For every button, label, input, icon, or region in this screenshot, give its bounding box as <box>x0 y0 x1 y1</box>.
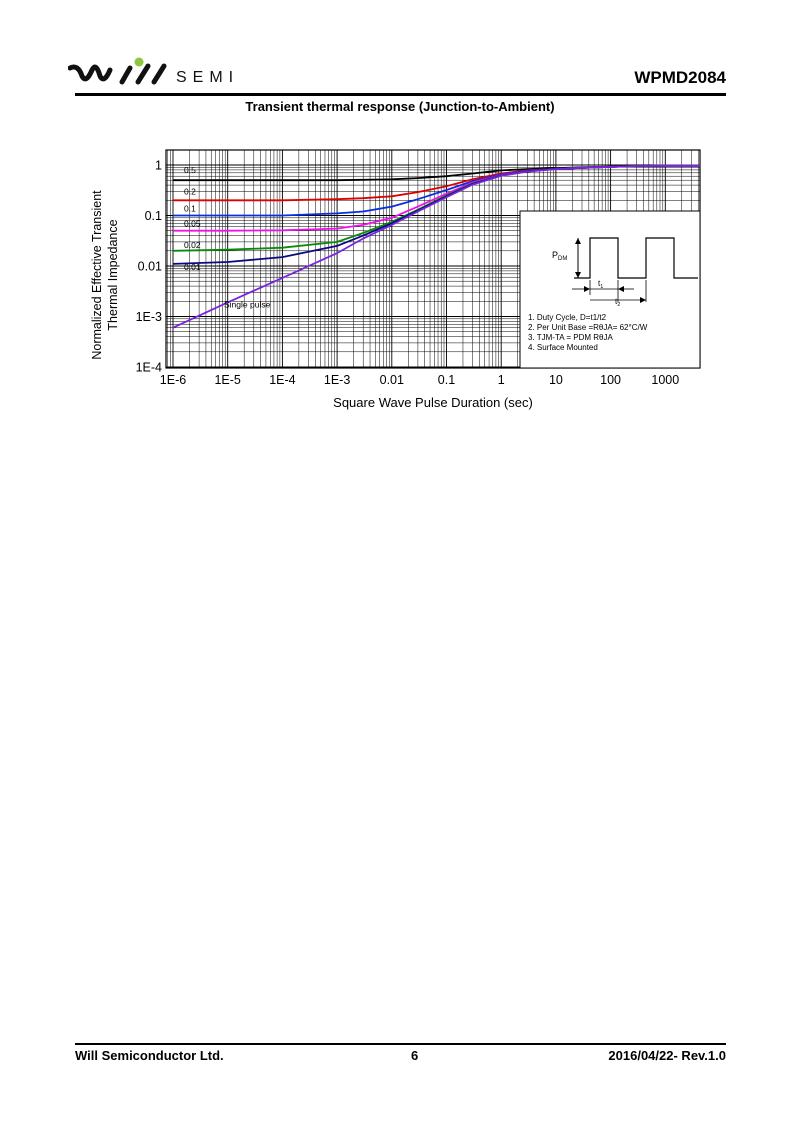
y-tick-label-0: 1 <box>155 159 162 173</box>
thermal-response-chart: 0.5 0.2 0.1 0.05 0.02 0.01 Single pulse PDM t1… <box>90 149 701 410</box>
brand-word: SEMI <box>176 69 240 86</box>
series-label-4: 0.02 <box>184 240 201 250</box>
inset-box <box>519 210 701 369</box>
t1-label: t1 <box>598 279 603 290</box>
pdm-label: PDM <box>552 250 567 262</box>
x-tick-label-2: 1E-4 <box>269 373 295 387</box>
t2-arrow-head-left <box>618 286 624 292</box>
pdm-arrow-head-down <box>575 272 581 278</box>
series-line-6 <box>172 164 700 329</box>
footer-rule <box>75 1043 726 1045</box>
series-label-1: 0.2 <box>184 186 196 196</box>
inset-note-4: 4. Surface Mounted <box>528 343 598 352</box>
logo-dot <box>134 57 144 67</box>
x-tick-label-4: 0.01 <box>380 373 404 387</box>
series-label-3: 0.05 <box>184 219 201 229</box>
series-layer <box>172 164 700 329</box>
duty-cycle-inset: PDM t1 t2 1. Duty Cycle, D=t1/t2 2. Per … <box>519 210 701 369</box>
x-tick-label-0: 1E-6 <box>160 373 186 387</box>
logo-w-mark <box>68 64 113 82</box>
series-line-2 <box>173 164 700 217</box>
x-tick-label-9: 1000 <box>651 373 679 387</box>
chart-title: Transient thermal response (Junction-to-… <box>245 99 555 114</box>
footer-company: Will Semiconductor Ltd. <box>75 1048 224 1063</box>
y-tick-label-3: 1E-3 <box>136 310 162 324</box>
pdm-arrow-head-up <box>575 238 581 244</box>
series-label-6: Single pulse <box>224 300 271 310</box>
document-name: WPMD2084 <box>634 68 726 87</box>
series-label-5: 0.01 <box>184 262 201 272</box>
x-tick-label-6: 1 <box>498 373 505 387</box>
t2-label: t2 <box>615 297 620 308</box>
will-semi-logo <box>68 57 167 85</box>
y-axis-label-line1: Normalized Effective Transient <box>90 190 104 360</box>
x-tick-labels: 1E-6 1E-5 1E-4 1E-3 0.01 0.1 1 10 100 1000 <box>160 373 679 387</box>
x-tick-label-3: 1E-3 <box>324 373 350 387</box>
x-tick-label-1: 1E-5 <box>214 373 240 387</box>
inset-note-2: 2. Per Unit Base =RθJA= 62°C/W <box>528 323 648 332</box>
x-axis-label: Square Wave Pulse Duration (sec) <box>333 395 533 410</box>
series-line-1 <box>173 164 700 202</box>
logo-stroke-1 <box>119 65 133 85</box>
logo-stroke-2 <box>135 63 151 85</box>
t1-arrow-head <box>584 286 590 292</box>
inset-note-3: 3. TJM-TA = PDM RθJA <box>528 333 613 342</box>
logo-stroke-3 <box>151 63 167 85</box>
y-tick-label-4: 1E-4 <box>136 361 162 375</box>
page-header: SEMI WPMD2084 <box>68 56 726 96</box>
x-tick-label-7: 10 <box>549 373 563 387</box>
footer-revision: 2016/04/22- Rev.1.0 <box>608 1048 726 1063</box>
series-label-2: 0.1 <box>184 204 196 214</box>
x-tick-label-8: 100 <box>600 373 621 387</box>
pulse-waveform <box>574 237 698 279</box>
inset-note-1: 1. Duty Cycle, D=t1/t2 <box>528 313 607 322</box>
t2-arrow-head-right <box>640 297 646 303</box>
series-label-0: 0.5 <box>184 165 196 175</box>
y-axis-label-line2: Thermal Impedance <box>106 219 120 330</box>
footer-page-number: 6 <box>411 1048 419 1063</box>
series-label-layer: 0.5 0.2 0.1 0.05 0.02 0.01 Single pulse <box>184 165 271 309</box>
y-tick-label-1: 0.1 <box>145 209 162 223</box>
header-rule <box>75 93 726 96</box>
x-tick-label-5: 0.1 <box>438 373 455 387</box>
y-tick-label-2: 0.01 <box>138 260 162 274</box>
y-tick-labels: 1 0.1 0.01 1E-3 1E-4 <box>136 159 162 375</box>
